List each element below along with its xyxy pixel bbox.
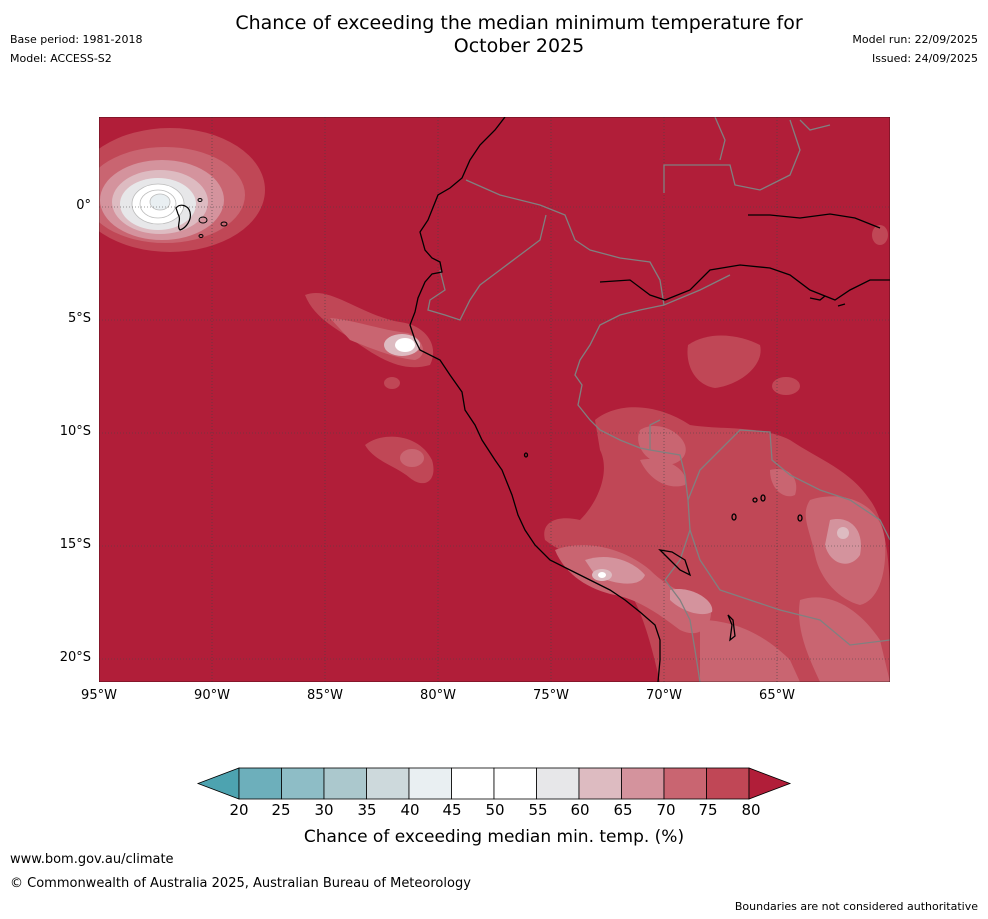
lon-label-80w: 80°W: [420, 688, 456, 703]
lon-label-85w: 85°W: [307, 688, 343, 703]
map-title: Chance of exceeding the median minimum t…: [0, 12, 988, 58]
cb-tick-65: 65: [613, 801, 633, 819]
lon-label-95w: 95°W: [81, 688, 117, 703]
lon-label-65w: 65°W: [759, 688, 795, 703]
cb-tick-60: 60: [570, 801, 590, 819]
bom-url[interactable]: www.bom.gov.au/climate: [10, 852, 174, 867]
cb-tick-55: 55: [528, 801, 548, 819]
cb-tick-75: 75: [698, 801, 718, 819]
model-name: Model: ACCESS-S2: [10, 52, 112, 65]
cb-tick-20: 20: [229, 801, 249, 819]
lon-label-90w: 90°W: [194, 688, 230, 703]
lat-label-15s: 15°S: [59, 537, 91, 552]
copyright-notice: © Commonwealth of Australia 2025, Austra…: [10, 876, 471, 891]
cb-tick-30: 30: [314, 801, 334, 819]
cb-tick-25: 25: [271, 801, 291, 819]
lat-label-20s: 20°S: [59, 650, 91, 665]
lat-label-5s: 5°S: [67, 311, 91, 326]
offshore-anomaly-region: [305, 292, 434, 484]
map-title-line1: Chance of exceeding the median minimum t…: [235, 12, 803, 34]
lat-label-0: 0°: [76, 198, 91, 213]
map-title-line2: October 2025: [453, 35, 585, 57]
cb-tick-45: 45: [442, 801, 462, 819]
cb-tick-40: 40: [400, 801, 420, 819]
lat-label-10s: 10°S: [59, 424, 91, 439]
model-run: Model run: 22/09/2025: [852, 33, 978, 46]
lon-label-70w: 70°W: [646, 688, 682, 703]
cb-tick-50: 50: [485, 801, 505, 819]
issued-date: Issued: 24/09/2025: [871, 52, 978, 65]
boundaries-disclaimer: Boundaries are not considered authoritat…: [734, 900, 978, 913]
country-borders: [427, 117, 890, 682]
base-period: Base period: 1981-2018: [10, 33, 143, 46]
colorbar-label: Chance of exceeding median min. temp. (%…: [303, 827, 685, 847]
galapagos-anomaly-region: [99, 128, 265, 252]
graticule: [99, 117, 890, 682]
lon-label-75w: 75°W: [533, 688, 569, 703]
cb-tick-80: 80: [741, 801, 761, 819]
coastline: [409, 117, 890, 682]
cb-tick-35: 35: [357, 801, 377, 819]
cb-tick-70: 70: [656, 801, 676, 819]
interior-anomaly-region: [544, 225, 890, 682]
